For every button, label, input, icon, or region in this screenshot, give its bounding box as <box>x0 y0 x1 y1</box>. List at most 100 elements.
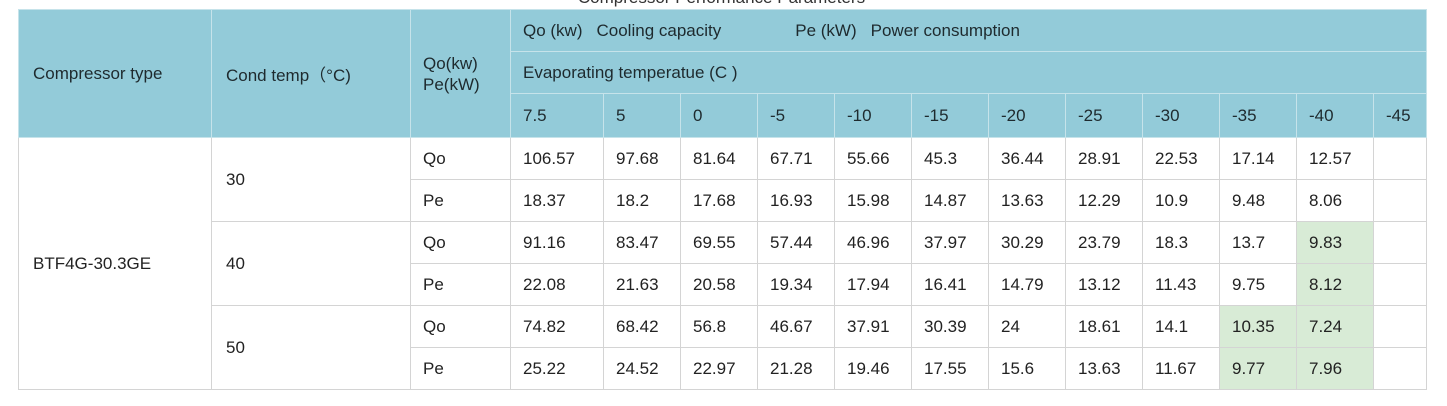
evap-temp-header: -10 <box>834 93 912 138</box>
header-cond-temp: Cond temp（°C) <box>211 9 411 138</box>
value-cell: 25.22 <box>510 347 604 390</box>
value-cell: 13.63 <box>988 179 1066 222</box>
value-cell: 68.42 <box>603 305 681 348</box>
value-cell: 11.43 <box>1142 263 1220 306</box>
evap-temp-header: -45 <box>1372 93 1428 138</box>
header-evap-title: Evaporating temperatue (C ) <box>509 51 1428 94</box>
value-cell: 14.87 <box>911 179 989 222</box>
header-compressor-type: Compressor type <box>18 9 212 138</box>
header-row-evap-title: Evaporating temperatue (C ) <box>19 51 1428 94</box>
value-cell: 13.63 <box>1065 347 1143 390</box>
compressor-model-cell: BTF4G-30.3GE <box>18 137 212 390</box>
value-cell: 37.97 <box>911 221 989 264</box>
value-cell: 56.8 <box>680 305 758 348</box>
value-cell: 17.14 <box>1219 137 1297 180</box>
value-cell: 57.44 <box>757 221 835 264</box>
param-cell: Pe <box>410 263 511 306</box>
value-cell: 67.71 <box>757 137 835 180</box>
value-cell: 12.57 <box>1296 137 1374 180</box>
value-cell: 18.2 <box>603 179 681 222</box>
value-cell: 22.97 <box>680 347 758 390</box>
evap-temp-header: -15 <box>911 93 989 138</box>
value-cell: 11.67 <box>1142 347 1220 390</box>
table-caption-cropped: Compressor Performance Parameters <box>18 0 1425 9</box>
value-cell: 19.46 <box>834 347 912 390</box>
value-cell: 9.48 <box>1219 179 1297 222</box>
value-cell: 17.94 <box>834 263 912 306</box>
table-body: BTF4G-30.3GE 30 Qo 106.57 97.68 81.64 67.71 55.… <box>18 137 1428 390</box>
value-cell: 18.37 <box>510 179 604 222</box>
evap-temp-header: -25 <box>1065 93 1143 138</box>
header-legend: Qo (kw) Cooling capacity Pe (kW) Power cons… <box>509 9 1428 52</box>
evap-temp-header: 7.5 <box>510 93 604 138</box>
value-cell: 24.52 <box>603 347 681 390</box>
legend-pe-code: Pe (kW) <box>795 20 857 40</box>
value-cell: 30.39 <box>911 305 989 348</box>
value-cell: 22.53 <box>1142 137 1220 180</box>
value-cell: 14.1 <box>1142 305 1220 348</box>
value-cell: 17.55 <box>911 347 989 390</box>
header-qo-unit: Qo(kw) <box>423 53 478 73</box>
header-row-evap-temps: 7.5 5 0 -5 -10 -15 -20 -25 -30 -35 -40 -45 <box>19 93 1428 138</box>
value-cell: 10.35 <box>1219 305 1297 348</box>
evap-temp-header: -5 <box>757 93 835 138</box>
value-cell: 12.29 <box>1065 179 1143 222</box>
cond-temp-cell: 30 <box>211 137 411 222</box>
evap-temp-header: -40 <box>1296 93 1374 138</box>
value-cell: 13.12 <box>1065 263 1143 306</box>
value-cell: 20.58 <box>680 263 758 306</box>
value-cell <box>1372 221 1428 264</box>
param-cell: Pe <box>410 347 511 390</box>
evap-temp-header: 5 <box>603 93 681 138</box>
value-cell: 10.9 <box>1142 179 1220 222</box>
table-row: Pe 18.37 18.2 17.68 16.93 15.98 14.87 13.63 12.2… <box>19 179 1428 222</box>
value-cell: 9.77 <box>1219 347 1297 390</box>
value-cell: 13.7 <box>1219 221 1297 264</box>
table-header: Compressor type Cond temp（°C) Qo(kw) Pe(… <box>18 9 1428 138</box>
value-cell: 16.93 <box>757 179 835 222</box>
evap-temp-header: -20 <box>988 93 1066 138</box>
legend-pe-text: Power consumption <box>870 20 1020 40</box>
value-cell: 91.16 <box>510 221 604 264</box>
value-cell: 7.96 <box>1296 347 1374 390</box>
cond-temp-cell: 40 <box>211 221 411 306</box>
param-cell: Qo <box>410 221 511 264</box>
value-cell: 83.47 <box>603 221 681 264</box>
header-pe-unit: Pe(kW) <box>423 74 480 94</box>
value-cell: 18.3 <box>1142 221 1220 264</box>
header-row-legend: Compressor type Cond temp（°C) Qo(kw) Pe(… <box>18 9 1428 138</box>
cond-temp-cell: 50 <box>211 305 411 390</box>
legend-qo-code: Qo (kw) <box>523 20 583 40</box>
value-cell: 14.79 <box>988 263 1066 306</box>
value-cell: 45.3 <box>911 137 989 180</box>
value-cell: 22.08 <box>510 263 604 306</box>
value-cell: 28.91 <box>1065 137 1143 180</box>
table-row: Pe 25.22 24.52 22.97 21.28 19.46 17.55 15.6 13.6… <box>19 347 1428 390</box>
value-cell: 46.67 <box>757 305 835 348</box>
param-cell: Qo <box>410 305 511 348</box>
value-cell <box>1372 347 1428 390</box>
value-cell: 8.06 <box>1296 179 1374 222</box>
value-cell: 30.29 <box>988 221 1066 264</box>
param-cell: Pe <box>410 179 511 222</box>
evap-temp-header: -35 <box>1219 93 1297 138</box>
value-cell: 15.98 <box>834 179 912 222</box>
value-cell: 15.6 <box>988 347 1066 390</box>
value-cell: 81.64 <box>680 137 758 180</box>
value-cell: 8.12 <box>1296 263 1374 306</box>
value-cell: 46.96 <box>834 221 912 264</box>
value-cell: 9.83 <box>1296 221 1374 264</box>
evap-temp-header: -30 <box>1142 93 1220 138</box>
value-cell: 106.57 <box>510 137 604 180</box>
value-cell <box>1372 263 1428 306</box>
value-cell <box>1372 137 1428 180</box>
value-cell: 7.24 <box>1296 305 1374 348</box>
value-cell: 18.61 <box>1065 305 1143 348</box>
value-cell: 16.41 <box>911 263 989 306</box>
value-cell: 69.55 <box>680 221 758 264</box>
value-cell: 36.44 <box>988 137 1066 180</box>
value-cell: 23.79 <box>1065 221 1143 264</box>
value-cell: 21.63 <box>603 263 681 306</box>
header-units: Qo(kw) Pe(kW) <box>410 9 511 138</box>
value-cell: 55.66 <box>834 137 912 180</box>
